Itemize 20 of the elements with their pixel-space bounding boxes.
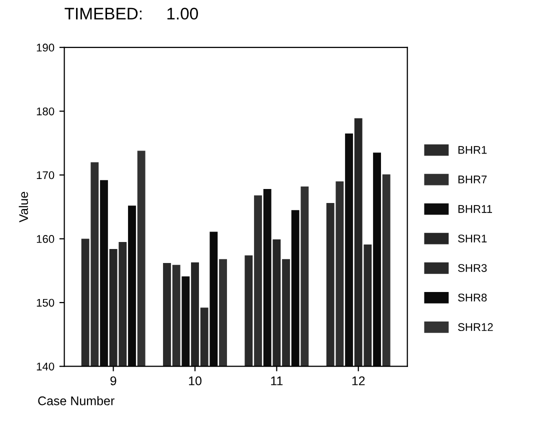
x-tick-label: 11 xyxy=(271,376,283,386)
legend-label: BHR7 xyxy=(458,176,487,184)
chart-title: TIMEBED: 1.00 xyxy=(64,8,198,20)
x-tick-label: 12 xyxy=(352,376,365,386)
legend-label: SHR1 xyxy=(458,234,487,242)
legend-label: SHR3 xyxy=(458,264,487,272)
y-tick-label: 140 xyxy=(36,362,54,370)
legend-label: BHR11 xyxy=(458,205,492,213)
x-tick-label: 9 xyxy=(110,376,116,386)
x-tick-label: 10 xyxy=(189,376,202,386)
y-tick-label: 190 xyxy=(36,44,54,52)
x-axis-title: Case Number xyxy=(38,396,114,406)
y-tick-label: 150 xyxy=(36,298,54,307)
y-tick-label: 160 xyxy=(36,235,54,243)
y-axis-title: Value xyxy=(18,192,28,222)
legend-label: BHR1 xyxy=(458,146,487,154)
legend-label: SHR8 xyxy=(458,294,487,302)
legend-label: SHR12 xyxy=(458,323,493,332)
y-tick-label: 170 xyxy=(36,171,54,180)
y-tick-label: 180 xyxy=(36,107,54,116)
